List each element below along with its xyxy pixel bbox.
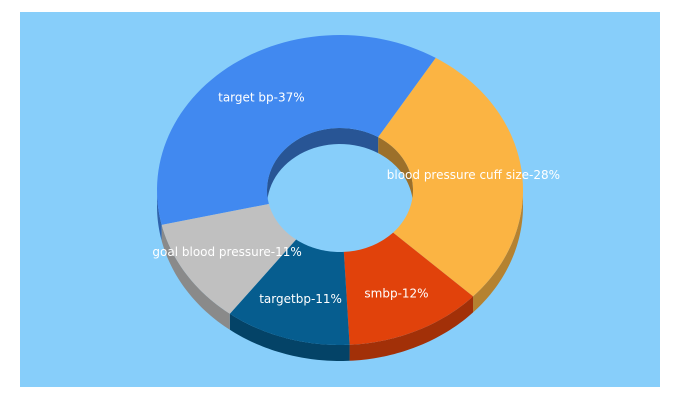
slice-side-targetbp [229, 313, 350, 361]
slice-inner-wall-blood-pressure-cuff-size [378, 137, 413, 206]
slice-targetbp[interactable] [229, 239, 350, 345]
donut-label-layer: target bp-37% blood pressure cuff size-28… [152, 90, 560, 306]
slice-goal-blood-pressure[interactable] [161, 203, 297, 314]
donut-inner-wall-layer [267, 128, 413, 206]
slice-label-target-bp: target bp-37% [218, 90, 305, 104]
slice-label-smbp: smbp-12% [364, 287, 428, 301]
slice-side-smbp [349, 296, 474, 361]
donut-top-layer [157, 35, 523, 345]
slice-side-blood-pressure-cuff-size [473, 190, 523, 313]
slice-label-goal-blood-pressure: goal blood pressure-11% [152, 245, 301, 259]
slice-target-bp[interactable] [157, 35, 436, 225]
slice-side-goal-blood-pressure [161, 224, 230, 330]
slice-smbp[interactable] [343, 232, 474, 345]
donut-side-layer [157, 190, 523, 361]
slice-label-targetbp: targetbp-11% [259, 292, 342, 306]
slice-blood-pressure-cuff-size[interactable] [378, 57, 523, 297]
slice-label-blood-pressure-cuff-size: blood pressure cuff size-28% [387, 168, 560, 182]
slice-side-target-bp [157, 190, 162, 241]
slice-inner-wall-target-bp [267, 128, 379, 206]
